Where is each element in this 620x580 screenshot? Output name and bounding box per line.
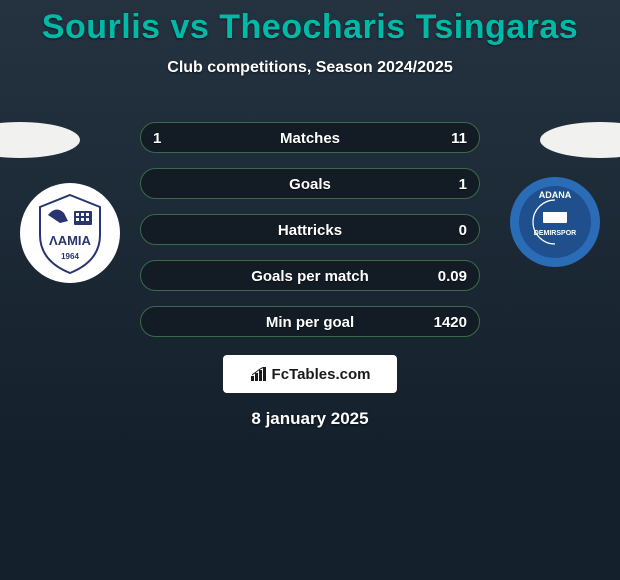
club-badge-left: ΛΑΜΙΑ 1964 (20, 183, 120, 283)
stat-row: Hattricks0 (140, 214, 480, 245)
stat-value-right: 1420 (434, 307, 467, 338)
brand-badge[interactable]: FcTables.com (223, 355, 397, 393)
svg-text:DEMIRSPOR: DEMIRSPOR (534, 230, 576, 237)
stat-value-right: 1 (459, 169, 467, 200)
svg-text:ADANA: ADANA (539, 190, 572, 200)
brand-label: FcTables.com (272, 366, 371, 383)
stat-row: Goals1 (140, 168, 480, 199)
comparison-card: Sourlis vs Theocharis Tsingaras Club com… (0, 0, 620, 580)
stat-row: Min per goal1420 (140, 306, 480, 337)
adana-badge-icon: ADANA DEMIRSPOR (510, 177, 600, 267)
svg-text:ΛΑΜΙΑ: ΛΑΜΙΑ (49, 233, 92, 248)
stats-table: Matches111Goals1Hattricks0Goals per matc… (140, 122, 480, 352)
bar-chart-icon (250, 367, 268, 381)
stat-value-right: 11 (451, 123, 467, 154)
stat-label: Min per goal (141, 307, 479, 338)
subtitle: Club competitions, Season 2024/2025 (0, 59, 620, 77)
stat-label: Matches (141, 123, 479, 154)
decor-ellipse-left (0, 122, 80, 158)
svg-text:1964: 1964 (61, 252, 79, 261)
club-badge-right: ADANA DEMIRSPOR (510, 177, 600, 267)
stat-row: Matches111 (140, 122, 480, 153)
date-label: 8 january 2025 (0, 409, 620, 429)
stat-value-right: 0.09 (438, 261, 467, 292)
stat-value-right: 0 (459, 215, 467, 246)
stat-value-left: 1 (153, 123, 161, 154)
stat-label: Hattricks (141, 215, 479, 246)
stat-label: Goals per match (141, 261, 479, 292)
page-title: Sourlis vs Theocharis Tsingaras (0, 0, 620, 47)
stat-label: Goals (141, 169, 479, 200)
stat-row: Goals per match0.09 (140, 260, 480, 291)
decor-ellipse-right (540, 122, 620, 158)
lamia-badge-icon: ΛΑΜΙΑ 1964 (20, 183, 120, 283)
